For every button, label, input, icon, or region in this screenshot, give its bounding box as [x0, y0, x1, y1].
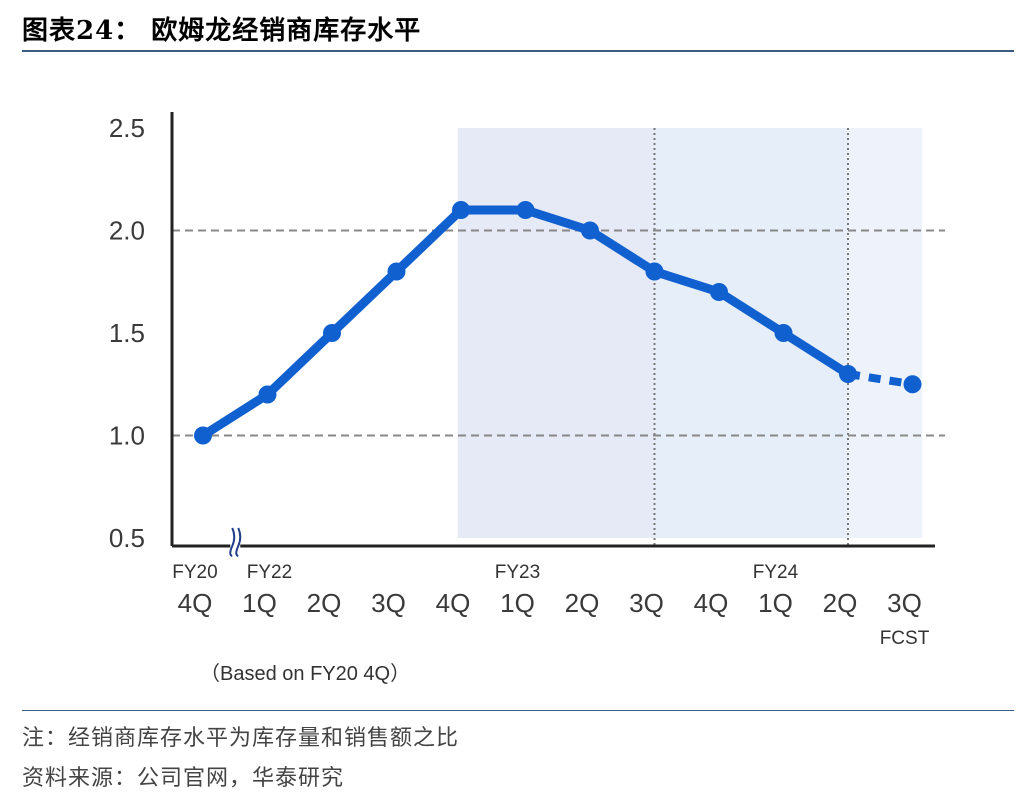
data-point	[194, 426, 212, 445]
data-point	[516, 201, 535, 219]
axis-break-mark-right	[235, 527, 242, 557]
y-tick-label: 2.0	[109, 216, 145, 246]
x-tick-label: 4Q	[178, 588, 213, 618]
x-tick-label: 1Q	[242, 588, 277, 618]
x-tick-label: 2Q	[307, 588, 342, 618]
x-tick-label: 2Q	[565, 588, 600, 618]
footnote: 注：经销商库存水平为库存量和销售额之比	[22, 726, 460, 751]
x-tick-label: 3Q	[629, 588, 664, 618]
footer-divider	[22, 710, 1014, 711]
data-point	[258, 385, 277, 404]
x-tick-label: 1Q	[500, 588, 535, 618]
shaded-region-0	[457, 128, 655, 538]
x-tick-label: 4Q	[436, 588, 471, 618]
x-tick-label: 3Q	[887, 588, 922, 618]
group-label: FY23	[495, 562, 540, 583]
source-note: 资料来源：公司官网，华泰研究	[22, 766, 345, 791]
group-label: FY24	[753, 562, 799, 583]
forecast-line	[847, 370, 914, 389]
inventory-line-chart: 0.5 1.0 1.5 2.0 2.5 4Q 1Q 2Q 3Q 4Q 1Q 2Q 3Q 4Q 1Q 2Q 3Q F…	[109, 112, 945, 685]
x-tick-label: 4Q	[694, 588, 729, 618]
x-tick-label: 2Q	[823, 588, 858, 618]
title-divider	[22, 50, 1014, 52]
data-point	[387, 262, 406, 281]
axis-break-gap	[230, 530, 241, 554]
y-tick-label: 1.5	[109, 318, 145, 348]
y-tick-label: 0.5	[109, 523, 145, 553]
data-point	[903, 375, 922, 394]
data-point	[710, 283, 728, 301]
shaded-region-2	[848, 128, 923, 538]
data-point	[323, 324, 341, 342]
data-point	[645, 262, 664, 281]
data-point	[581, 221, 599, 240]
y-tick-label: 2.5	[109, 113, 145, 143]
basis-note: （Based on FY20 4Q）	[200, 662, 410, 685]
data-point	[774, 324, 793, 342]
x-tick-label: 3Q	[371, 588, 406, 618]
figure-title: 图表24： 欧姆龙经销商库存水平	[22, 16, 422, 46]
axis-break-mark-left	[229, 527, 236, 557]
group-label: FY20	[172, 562, 217, 583]
group-label: FY22	[247, 562, 292, 583]
shaded-region-1	[654, 128, 848, 538]
y-tick-label: 1.0	[109, 421, 145, 451]
group-label: FCST	[880, 628, 930, 649]
x-tick-label: 1Q	[758, 588, 793, 618]
data-point	[839, 365, 857, 383]
data-point	[452, 201, 470, 219]
